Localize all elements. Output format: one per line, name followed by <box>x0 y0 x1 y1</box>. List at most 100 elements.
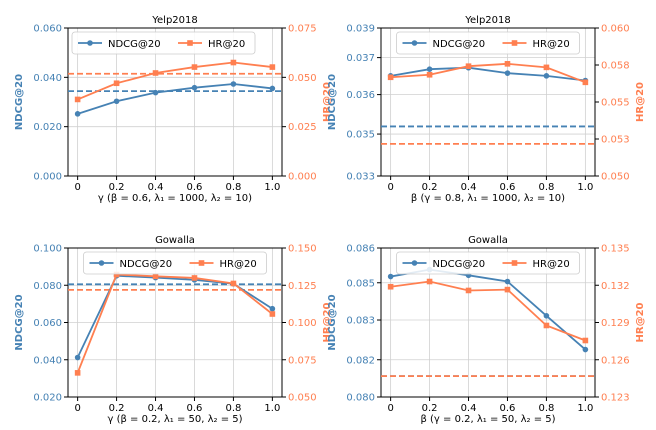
legend-marker <box>98 260 105 266</box>
data-point-hr <box>465 63 472 69</box>
y-right-tick-label: 0.058 <box>601 61 630 72</box>
y-left-tick-label: 0.036 <box>346 90 375 101</box>
y-left-axis-label: NDCG@20 <box>14 74 25 130</box>
legend-box <box>83 251 267 275</box>
series-line-hr <box>77 61 273 101</box>
legend-label: NDCG@20 <box>433 259 486 270</box>
x-tick-label: 0.8 <box>225 182 241 193</box>
y-left-tick-label: 0.000 <box>33 172 62 183</box>
chart-title: Gowalla <box>468 235 508 246</box>
y-right-tick-label: 0.123 <box>601 393 630 404</box>
y-left-axis-label: NDCG@20 <box>14 294 25 350</box>
y-right-tick-label: 0.050 <box>601 172 630 183</box>
data-point-ndcg <box>269 85 276 92</box>
y-left-tick-label: 0.060 <box>33 318 62 329</box>
x-axis-label: β (γ = 0.8, λ₁ = 1000, λ₂ = 10) <box>411 193 565 204</box>
y-right-tick-label: 0.075 <box>288 355 317 366</box>
y-right-axis-label: HR@20 <box>635 82 646 122</box>
x-tick-label: 0.8 <box>538 182 554 193</box>
data-point-ndcg <box>230 81 237 87</box>
y-right-tick-label: 0.053 <box>601 135 630 146</box>
y-right-axis-label: HR@20 <box>635 302 646 342</box>
data-point-hr <box>543 322 550 329</box>
y-left-tick-label: 0.033 <box>346 172 375 183</box>
y-left-tick-label: 0.085 <box>346 278 375 289</box>
y-right-tick-label: 0.055 <box>601 98 630 109</box>
legend-box <box>396 251 580 275</box>
data-point-hr <box>582 337 589 344</box>
legend-label: HR@20 <box>208 39 245 50</box>
legend-marker <box>411 260 418 266</box>
legend-label: HR@20 <box>533 259 570 270</box>
series-line-ndcg <box>390 268 586 351</box>
legend-label: NDCG@20 <box>120 259 173 270</box>
data-point-ndcg <box>504 70 511 76</box>
data-point-hr <box>74 96 81 103</box>
x-tick-label: 0.2 <box>422 403 438 414</box>
data-point-ndcg <box>543 73 550 79</box>
data-point-hr <box>465 287 472 294</box>
y-left-tick-label: 0.040 <box>33 73 62 84</box>
series-line-ndcg <box>77 83 273 115</box>
plot-frame <box>67 27 283 177</box>
data-point-ndcg <box>387 273 394 280</box>
x-tick-label: 0.4 <box>461 182 477 193</box>
legend-marker <box>187 40 193 46</box>
data-point-hr <box>269 64 276 70</box>
x-tick-label: 0 <box>387 403 393 414</box>
data-point-hr <box>230 280 237 287</box>
data-point-hr <box>113 271 120 278</box>
data-point-hr <box>582 79 589 86</box>
y-left-tick-label: 0.080 <box>346 393 375 404</box>
y-left-tick-label: 0.037 <box>346 53 375 64</box>
y-right-tick-label: 0.135 <box>601 244 630 255</box>
data-point-ndcg <box>74 354 81 361</box>
chart-title: Yelp2018 <box>464 15 511 26</box>
data-point-hr <box>191 64 198 70</box>
y-right-tick-label: 0.025 <box>288 122 317 133</box>
legend-box <box>396 31 580 55</box>
y-right-axis-label: HR@20 <box>322 82 333 122</box>
data-point-hr <box>426 71 433 78</box>
data-point-ndcg <box>582 346 589 353</box>
data-point-hr <box>230 59 237 66</box>
data-point-hr <box>504 286 511 293</box>
y-right-tick-label: 0.129 <box>601 318 630 329</box>
chart-title: Yelp2018 <box>151 15 198 26</box>
x-tick-label: 0 <box>74 403 80 414</box>
legend-marker <box>87 40 93 46</box>
series-line-hr <box>76 273 273 374</box>
data-point-ndcg <box>74 111 81 117</box>
x-tick-label: 1.0 <box>264 403 280 414</box>
x-tick-label: 0.8 <box>538 403 554 414</box>
x-tick-label: 0.8 <box>225 403 241 414</box>
x-tick-label: 0.6 <box>187 182 203 193</box>
y-right-tick-label: 0.050 <box>288 73 317 84</box>
y-left-tick-label: 0.020 <box>33 122 62 133</box>
y-right-tick-label: 0.100 <box>288 318 317 329</box>
x-tick-label: 0.2 <box>109 403 125 414</box>
data-point-hr <box>387 283 394 290</box>
x-tick-label: 1.0 <box>264 182 280 193</box>
data-point-ndcg <box>543 312 550 319</box>
x-tick-label: 1.0 <box>577 403 593 414</box>
x-tick-label: 0.6 <box>187 403 203 414</box>
y-left-tick-label: 0.086 <box>346 244 375 255</box>
y-left-tick-label: 0.083 <box>346 316 375 327</box>
y-right-axis-label: HR@20 <box>322 302 333 342</box>
x-tick-label: 0 <box>387 182 393 193</box>
x-tick-label: 0.6 <box>500 403 516 414</box>
legend-marker <box>511 40 518 46</box>
legend-label: NDCG@20 <box>433 39 486 50</box>
y-right-tick-label: 0.125 <box>288 281 317 292</box>
x-tick-label: 0.6 <box>500 182 516 193</box>
y-right-tick-label: 0.050 <box>288 393 317 404</box>
data-point-ndcg <box>113 98 120 105</box>
x-tick-label: 0.2 <box>109 182 125 193</box>
series-line-hr <box>390 280 586 342</box>
data-point-ndcg <box>504 278 511 285</box>
legend-marker <box>511 260 518 266</box>
series-line-hr <box>390 62 586 84</box>
x-tick-label: 0.4 <box>148 182 164 193</box>
